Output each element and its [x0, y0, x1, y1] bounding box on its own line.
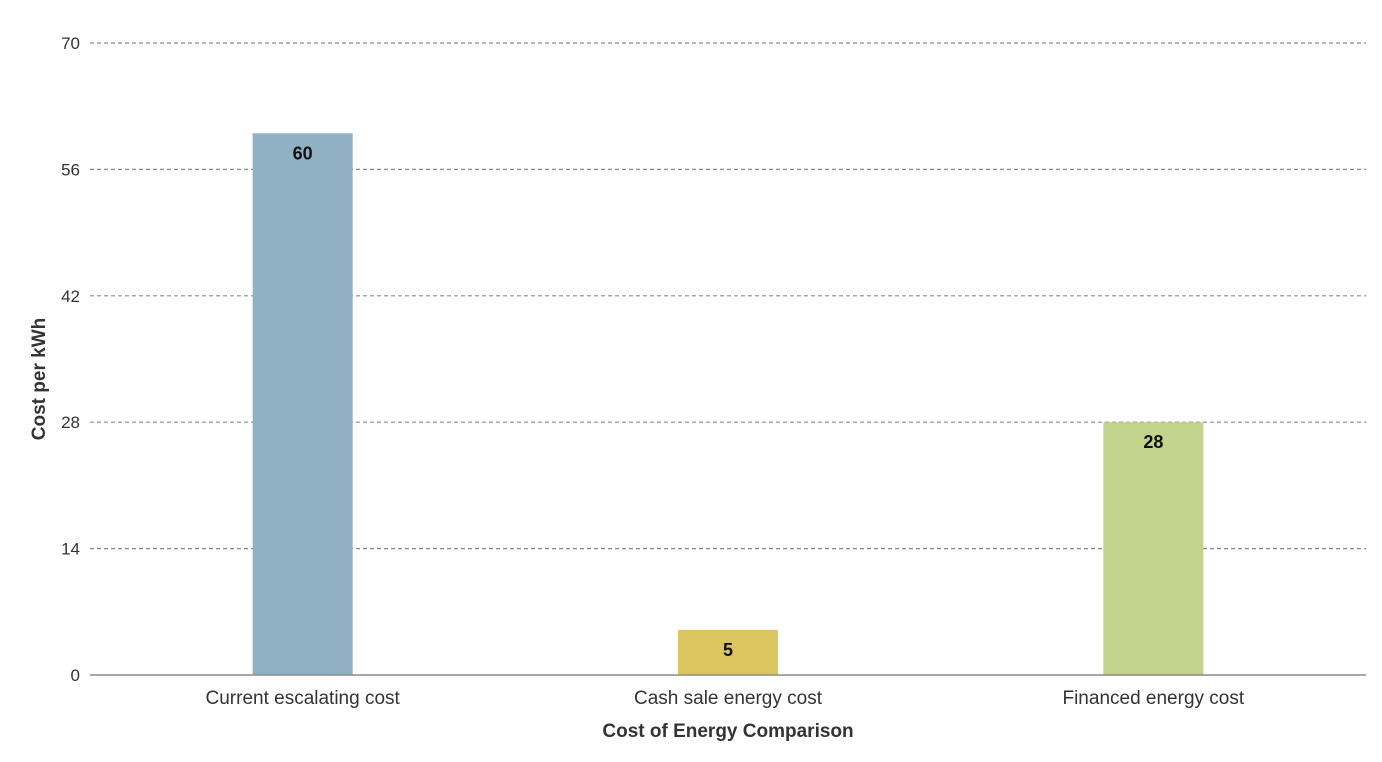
y-tick-label: 0	[71, 666, 80, 685]
y-tick-label: 70	[61, 34, 80, 53]
y-tick-label: 14	[61, 540, 80, 559]
y-tick-label: 56	[61, 160, 80, 179]
data-labels: 60 5 28	[293, 143, 1164, 660]
data-label: 60	[293, 143, 313, 163]
y-tick-label: 42	[61, 287, 80, 306]
y-axis-ticks: 0 14 28 42 56 70	[61, 34, 80, 685]
bar	[252, 133, 353, 676]
bars	[252, 133, 1204, 676]
x-axis-categories: Current escalating cost Cash sale energy …	[206, 688, 1245, 709]
bar	[678, 629, 778, 675]
data-label: 28	[1143, 432, 1163, 452]
x-axis-title: Cost of Energy Comparison	[602, 721, 853, 742]
x-category-label: Current escalating cost	[206, 688, 401, 709]
data-label: 5	[723, 640, 733, 660]
y-axis-title: Cost per kWh	[29, 318, 50, 440]
x-category-label: Cash sale energy cost	[634, 688, 823, 709]
x-category-label: Financed energy cost	[1062, 688, 1244, 709]
bar	[1103, 422, 1204, 675]
y-tick-label: 28	[61, 413, 80, 432]
